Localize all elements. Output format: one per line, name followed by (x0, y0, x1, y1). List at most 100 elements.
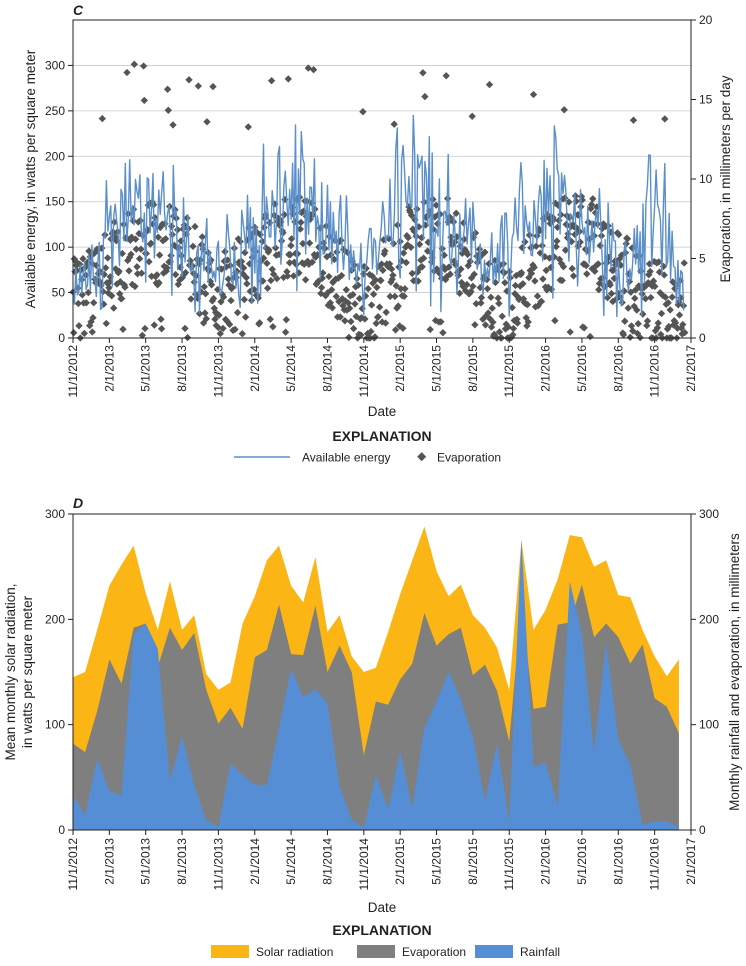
evaporation-point (369, 290, 378, 298)
panel-c-left-tick-label: 0 (58, 331, 65, 345)
panel-d-x-tick-label: 8/1/2015 (466, 838, 480, 885)
panel-d-x-tick-label: 2/1/2017 (684, 838, 698, 885)
evaporation-point (657, 309, 666, 318)
evaporation-point (505, 268, 514, 276)
evaporation-point (138, 331, 146, 340)
panel-c-ylabel: Available energy, in watts per square me… (23, 49, 38, 308)
evaporation-point (408, 269, 416, 278)
panel-c-x-tick-label: 11/1/2014 (357, 345, 371, 398)
evaporation-point (337, 271, 346, 280)
evaporation-point (171, 270, 180, 279)
evaporation-point (679, 320, 687, 329)
evaporation-point (361, 315, 369, 323)
evaporation-point (615, 230, 623, 239)
evaporation-point (646, 267, 654, 276)
evaporation-point (177, 237, 185, 245)
panel-d-x-tick-label: 11/1/2013 (211, 838, 225, 891)
evaporation-point (394, 302, 402, 310)
evaporation-point (537, 297, 546, 306)
evaporation-point (347, 317, 355, 326)
legend-evap-diamond-swatch (417, 452, 427, 462)
evaporation-point (513, 319, 522, 327)
legend-rainfall-label: Rainfall (520, 945, 560, 959)
evaporation-point (228, 283, 236, 291)
available-energy-line (72, 114, 685, 318)
evaporation-point (167, 222, 176, 230)
evaporation-point (341, 317, 349, 325)
evaporation-point (484, 309, 492, 317)
evaporation-point (164, 106, 172, 114)
evaporation-point (209, 82, 217, 91)
panel-c-right-tick-label: 10 (699, 172, 713, 186)
evaporation-point (141, 324, 149, 333)
panel-c-right-tick-label: 20 (699, 13, 713, 27)
evaporation-point (269, 270, 278, 278)
evaporation-point (651, 282, 659, 291)
panel-d-x-tick-label: 2/1/2013 (102, 838, 116, 885)
panel-d-x-tick-label: 8/1/2013 (175, 838, 189, 885)
panel-d-right-tick-label: 100 (699, 718, 719, 732)
evaporation-point (629, 116, 638, 124)
evaporation-point (568, 264, 576, 273)
evaporation-point (560, 106, 568, 114)
evaporation-point (267, 77, 276, 85)
evaporation-point (355, 294, 364, 303)
evaporation-point (375, 303, 384, 311)
evaporation-point (233, 308, 242, 317)
evaporation-point (161, 235, 170, 243)
panel-c: 0 50 100 150 200 250 300 0 5 10 15 20 11/1/2012 2/1… (23, 2, 733, 465)
evaporation-point (494, 294, 502, 302)
evaporation-point (147, 239, 155, 247)
evaporation-point (495, 328, 504, 336)
panel-d-legend: Solar radiation Evaporation Rainfall (211, 945, 560, 959)
panel-c-gridlines (73, 65, 691, 293)
evaporation-point (607, 289, 616, 298)
evaporation-point (265, 246, 273, 254)
evaporation-point (633, 306, 641, 314)
evaporation-point (231, 325, 239, 334)
evaporation-point (649, 277, 658, 285)
evaporation-point (477, 293, 486, 302)
evaporation-point (336, 313, 344, 321)
evaporation-point (283, 268, 291, 276)
evaporation-point (421, 92, 429, 101)
evaporation-point (79, 255, 87, 263)
evaporation-point (349, 290, 357, 299)
panel-c-legend: Available energy Evaporation (234, 451, 501, 465)
evaporation-point (377, 260, 386, 268)
evaporation-point (681, 328, 689, 337)
panel-c-explanation-title: EXPLANATION (332, 428, 431, 444)
panel-c-left-tick-label: 200 (45, 149, 65, 163)
evaporation-point (666, 306, 674, 314)
panel-c-x-tick-label: 5/1/2015 (430, 345, 444, 392)
evaporation-point (255, 319, 264, 327)
evaporation-point (163, 85, 172, 93)
panel-c-right-axis-ticks: 0 5 10 15 20 (691, 13, 713, 345)
evaporation-point (634, 320, 642, 328)
panel-d-x-tick-label: 11/1/2015 (502, 838, 516, 891)
evaporation-point (583, 270, 591, 278)
evaporation-point (357, 331, 365, 339)
panel-d-left-tick-label: 300 (45, 507, 65, 521)
panel-c-letter: C (73, 2, 84, 18)
evaporation-point (145, 258, 153, 266)
evaporation-point (661, 293, 670, 301)
evaporation-point (219, 293, 228, 301)
evaporation-point (511, 281, 520, 290)
evaporation-point (102, 264, 110, 272)
evaporation-point (201, 290, 210, 298)
evaporation-point (442, 72, 450, 80)
panel-c-x-tick-label: 11/1/2015 (502, 345, 516, 398)
evaporation-point (419, 69, 427, 77)
panel-d-left-tick-label: 0 (58, 823, 65, 837)
evaporation-point (481, 321, 490, 329)
evaporation-point (88, 328, 96, 336)
evaporation-point (631, 286, 640, 294)
evaporation-point (533, 292, 542, 300)
panel-c-x-tick-label: 2/1/2016 (539, 345, 553, 392)
evaporation-point (387, 265, 396, 273)
evaporation-point (517, 269, 526, 277)
panel-c-x-tick-label: 8/1/2014 (320, 345, 334, 392)
panel-d-y2label: Monthly rainfall and evaporation, in mil… (727, 533, 742, 811)
